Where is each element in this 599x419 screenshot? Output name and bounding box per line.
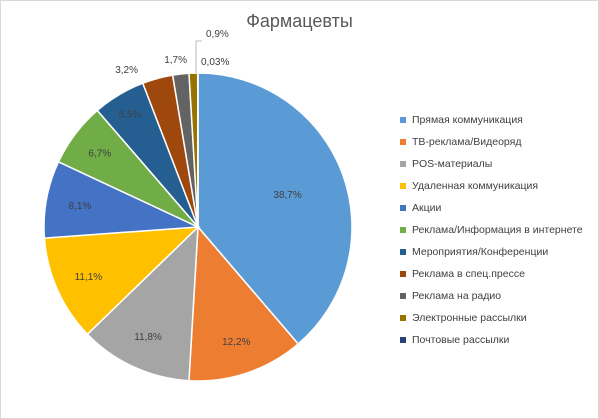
legend-item: Реклама на радио xyxy=(400,285,583,307)
data-label: 5,5% xyxy=(119,109,142,120)
legend-label: Реклама в спец.прессе xyxy=(412,268,525,280)
chart-legend: Прямая коммуникация ТВ-реклама/Видеоряд PO… xyxy=(400,109,583,351)
data-label: 38,7% xyxy=(273,190,301,201)
pie-slice xyxy=(197,72,353,346)
legend-swatch xyxy=(400,315,406,321)
legend-item: Мероприятия/Конференции xyxy=(400,241,583,263)
data-label: 0,9% xyxy=(206,29,229,40)
legend-swatch xyxy=(400,183,406,189)
legend-swatch xyxy=(400,139,406,145)
legend-label: Акции xyxy=(412,202,442,214)
legend-swatch xyxy=(400,249,406,255)
legend-item: Удаленная коммуникация xyxy=(400,175,583,197)
legend-label: POS-материалы xyxy=(412,158,493,170)
legend-swatch xyxy=(400,205,406,211)
legend-swatch xyxy=(400,337,406,343)
legend-label: Реклама/Информация в интернете xyxy=(412,224,583,236)
legend-swatch xyxy=(400,161,406,167)
chart-title: Фармацевты xyxy=(246,11,353,31)
data-label: 11,1% xyxy=(75,272,103,283)
legend-item: Акции xyxy=(400,197,583,219)
legend-label: Почтовые рассылки xyxy=(412,334,510,346)
data-label: 1,7% xyxy=(164,55,187,66)
data-label: 3,2% xyxy=(115,65,138,76)
legend-item: Реклама в спец.прессе xyxy=(400,263,583,285)
legend-swatch xyxy=(400,117,406,123)
legend-label: Удаленная коммуникация xyxy=(412,180,539,192)
data-label: 8,1% xyxy=(69,201,92,212)
legend-swatch xyxy=(400,227,406,233)
legend-label: Электронные рассылки xyxy=(412,312,527,324)
legend-item: Почтовые рассылки xyxy=(400,329,583,351)
legend-label: Реклама на радио xyxy=(412,290,502,302)
legend-label: Мероприятия/Конференции xyxy=(412,246,549,258)
legend-label: Прямая коммуникация xyxy=(412,114,523,126)
legend-item: ТВ-реклама/Видеоряд xyxy=(400,131,583,153)
legend-swatch xyxy=(400,293,406,299)
legend-item: Электронные рассылки xyxy=(400,307,583,329)
pie-slice xyxy=(43,226,201,336)
legend-swatch xyxy=(400,271,406,277)
leader-line xyxy=(195,40,202,73)
data-label: 6,7% xyxy=(88,149,111,160)
data-label: 12,2% xyxy=(222,337,250,348)
legend-item: Прямая коммуникация xyxy=(400,109,583,131)
data-label: 11,8% xyxy=(134,332,162,343)
legend-item: Реклама/Информация в интернете xyxy=(400,219,583,241)
data-label: 0,03% xyxy=(201,57,229,68)
legend-item: POS-материалы xyxy=(400,153,583,175)
pie-slice xyxy=(188,225,300,382)
legend-label: ТВ-реклама/Видеоряд xyxy=(412,136,522,148)
pie-slice xyxy=(86,225,199,382)
